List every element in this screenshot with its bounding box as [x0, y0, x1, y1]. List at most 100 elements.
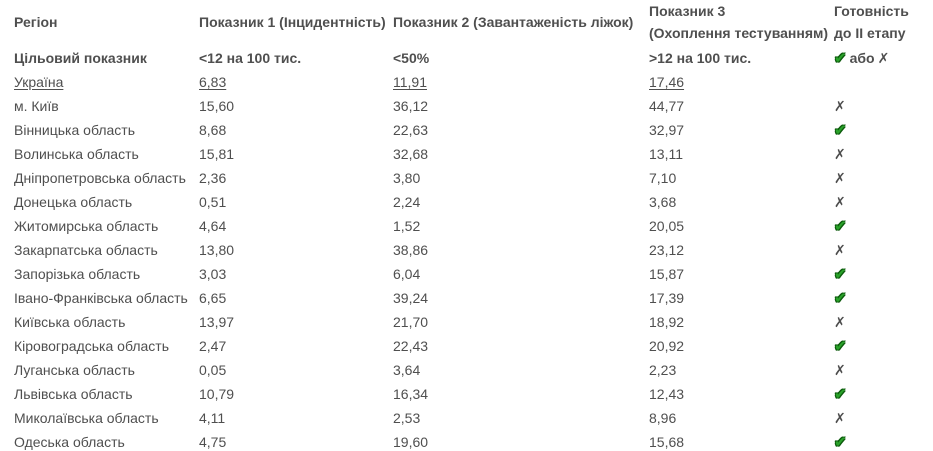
target-p2: <50%	[393, 50, 430, 66]
column-header-indicator2: Показник 2 (Завантаженість ліжок)	[393, 14, 634, 31]
indicator3-line1: Показник 3	[649, 3, 726, 20]
p2-cell: 19,60	[393, 434, 429, 450]
p2-cell: 2,53	[393, 410, 421, 426]
or-label: або	[849, 50, 875, 66]
region-cell: Львівська область	[14, 386, 133, 402]
p2-cell: 21,70	[393, 314, 429, 330]
check-icon: ✔	[834, 217, 847, 235]
region-cell: Одеська область	[14, 434, 125, 450]
x-icon: ✗	[834, 362, 846, 379]
target-p1: <12 на 100 тис.	[199, 50, 302, 66]
region-cell: Вінницька область	[14, 122, 135, 138]
table-row: Донецька область 0,51 2,24 3,68 ✗	[0, 190, 933, 214]
region-cell: Івано-Франківська область	[14, 290, 188, 306]
indicator3-line2: (Охоплення тестуванням)	[649, 25, 829, 41]
p3-cell: 2,23	[649, 362, 677, 378]
p1-cell: 3,03	[199, 266, 227, 282]
target-p3: >12 на 100 тис.	[649, 50, 752, 66]
status-cell: ✗	[834, 310, 933, 334]
p3-cell: 3,68	[649, 194, 677, 210]
p3-cell: 23,12	[649, 242, 685, 258]
check-icon: ✔	[834, 289, 847, 307]
target-region-label: Цільовий показник	[14, 50, 147, 66]
status-cell: ✗	[834, 166, 933, 190]
x-icon: ✗	[834, 410, 846, 427]
p3-cell: 17,39	[649, 290, 685, 306]
status-cell: ✔	[834, 262, 933, 286]
ukraine-link[interactable]: Україна	[14, 74, 64, 90]
p3-cell: 20,05	[649, 218, 685, 234]
p1-cell: 2,36	[199, 170, 227, 186]
p1-cell: 13,80	[199, 242, 235, 258]
table-header-row: Регіон Показник 1 (Інцидентність) Показн…	[0, 0, 933, 46]
p2-cell: 3,64	[393, 362, 421, 378]
p2-cell: 39,24	[393, 290, 429, 306]
p1-cell: 6,65	[199, 290, 227, 306]
region-cell: Луганська область	[14, 362, 135, 378]
status-cell: ✗	[834, 142, 933, 166]
status-cell: ✗	[834, 406, 933, 430]
status-cell: ✗	[834, 358, 933, 382]
p3-cell: 15,87	[649, 266, 685, 282]
status-cell	[834, 70, 933, 94]
check-icon: ✔	[834, 121, 847, 139]
table-row: Дніпропетровська область 2,36 3,80 7,10 …	[0, 166, 933, 190]
p3-cell: 12,43	[649, 386, 685, 402]
table-row: Івано-Франківська область 6,65 39,24 17,…	[0, 286, 933, 310]
status-cell: ✔	[834, 334, 933, 358]
target-indicator-row: Цільовий показник <12 на 100 тис. <50% >…	[0, 46, 933, 70]
p2-cell: 36,12	[393, 98, 429, 114]
p1-cell: 4,75	[199, 434, 227, 450]
table-row: Київська область 13,97 21,70 18,92 ✗	[0, 310, 933, 334]
region-cell: Закарпатська область	[14, 242, 158, 258]
check-icon: ✔	[834, 49, 847, 67]
column-header-indicator1: Показник 1 (Інцидентність)	[199, 14, 386, 31]
region-cell: Україна	[0, 70, 199, 94]
status-cell: ✔	[834, 214, 933, 238]
p1-cell: 2,47	[199, 338, 227, 354]
status-cell: ✔	[834, 430, 933, 451]
region-cell: Волинська область	[14, 146, 139, 162]
ukraine-p3-link[interactable]: 17,46	[649, 74, 685, 90]
p2-cell: 22,43	[393, 338, 429, 354]
table-row: Волинська область 15,81 32,68 13,11 ✗	[0, 142, 933, 166]
region-cell: Житомирська область	[14, 218, 159, 234]
p1-cell: 4,11	[199, 410, 226, 426]
status-cell: ✗	[834, 238, 933, 262]
ukraine-p1-link[interactable]: 6,83	[199, 74, 227, 90]
x-icon: ✗	[834, 194, 846, 211]
column-header-readiness: Готовність до II етапу	[834, 0, 933, 46]
region-cell: м. Київ	[14, 98, 59, 114]
p2-cell: 1,52	[393, 218, 421, 234]
p1-cell: 6,83	[199, 70, 393, 94]
p2-cell: 3,80	[393, 170, 421, 186]
status-cell: ✔	[834, 286, 933, 310]
p3-cell: 8,96	[649, 410, 677, 426]
check-icon: ✔	[834, 433, 847, 451]
ukraine-p2-link[interactable]: 11,91	[393, 74, 427, 90]
region-cell: Київська область	[14, 314, 126, 330]
check-icon: ✔	[834, 337, 847, 355]
p1-cell: 15,60	[199, 98, 235, 114]
p1-cell: 4,64	[199, 218, 227, 234]
p2-cell: 6,04	[393, 266, 421, 282]
check-icon: ✔	[834, 385, 847, 403]
p3-cell: 7,10	[649, 170, 677, 186]
status-cell: ✗	[834, 94, 933, 118]
readiness-line1: Готовність	[834, 3, 909, 20]
status-cell: ✔	[834, 118, 933, 142]
p2-cell: 2,24	[393, 194, 421, 210]
p1-cell: 0,51	[199, 194, 227, 210]
x-icon: ✗	[834, 98, 846, 115]
table-row: м. Київ 15,60 36,12 44,77 ✗	[0, 94, 933, 118]
p3-cell: 18,92	[649, 314, 685, 330]
status-cell: ✔	[834, 382, 933, 406]
table-row: Львівська область 10,79 16,34 12,43 ✔	[0, 382, 933, 406]
x-icon: ✗	[834, 314, 846, 331]
table-row: Миколаївська область 4,11 2,53 8,96 ✗	[0, 406, 933, 430]
p1-cell: 10,79	[199, 386, 235, 402]
region-cell: Кіровоградська область	[14, 338, 169, 354]
x-icon: ✗	[834, 146, 846, 163]
